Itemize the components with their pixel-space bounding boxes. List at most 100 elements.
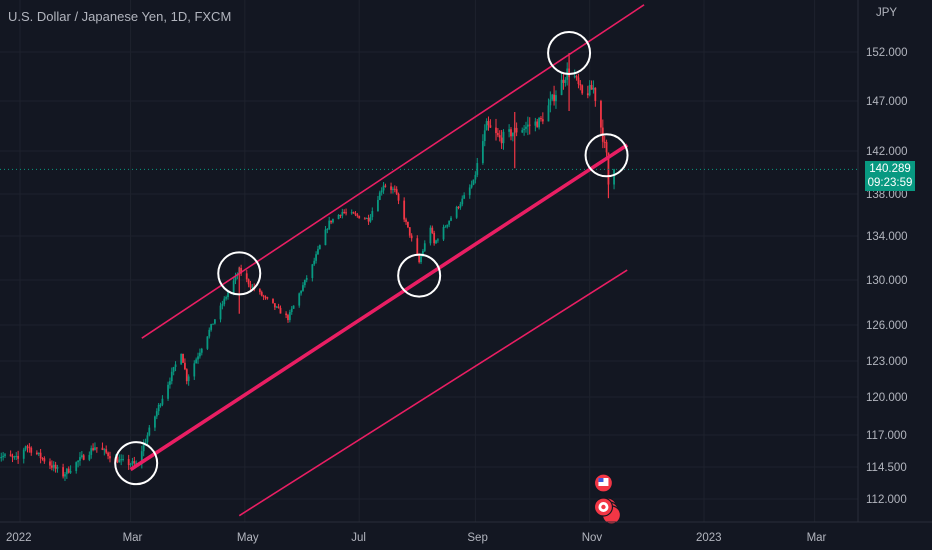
candle-body	[13, 456, 16, 458]
candle-body	[221, 304, 224, 306]
candle-body	[240, 267, 243, 274]
candle-body	[350, 212, 353, 214]
candle-body	[195, 359, 198, 364]
candle-body	[474, 174, 477, 180]
candle-body	[109, 456, 111, 459]
y-tick-label: 152.000	[866, 47, 908, 59]
candle-body	[118, 459, 121, 463]
x-tick-label: Sep	[467, 532, 487, 544]
candle-body	[422, 250, 424, 257]
candle-body	[562, 79, 565, 83]
candle-body	[536, 121, 539, 128]
candle-body	[35, 452, 38, 455]
candle-body	[408, 227, 411, 236]
candle-body	[444, 226, 447, 228]
candle-body	[551, 94, 554, 100]
candle-body	[92, 448, 94, 450]
candle-body	[206, 336, 209, 349]
candle-body	[212, 323, 214, 325]
candle-body	[213, 319, 216, 324]
highlight-circle	[397, 253, 442, 298]
candle-body	[380, 190, 383, 193]
candle-body	[279, 307, 282, 314]
candle-body	[541, 119, 544, 122]
candle-body	[148, 427, 151, 436]
candle-body	[555, 95, 557, 102]
last-price-badge[interactable]: 140.289 09:23:59	[865, 161, 915, 191]
candle-body	[581, 85, 584, 94]
candle-body	[184, 362, 186, 370]
candle-body	[393, 188, 396, 190]
event-markers[interactable]	[593, 473, 622, 525]
channel-lines[interactable]	[129, 4, 645, 517]
candle-body	[358, 215, 361, 219]
y-tick-label: 120.000	[866, 392, 908, 404]
candle-body	[9, 454, 12, 457]
candle-body	[24, 446, 27, 450]
y-tick-label: 142.000	[866, 146, 908, 158]
candle-body	[553, 94, 555, 102]
candle-body	[300, 290, 302, 294]
candle-body	[258, 289, 261, 293]
candle-body	[49, 461, 51, 466]
x-tick-label: 2023	[696, 532, 722, 544]
candle-body	[511, 132, 514, 137]
candle-body	[392, 188, 394, 190]
candle-body	[590, 85, 593, 90]
candle-body	[140, 451, 143, 463]
candle-body	[272, 298, 274, 304]
candle-body	[182, 353, 184, 363]
candle-body	[410, 235, 413, 239]
candle-body	[328, 220, 331, 230]
candle-body	[129, 464, 132, 466]
candle-body	[423, 243, 426, 251]
candle-body	[369, 217, 372, 222]
candle-body	[500, 137, 503, 144]
candle-body	[418, 255, 421, 263]
candle-body	[483, 130, 486, 142]
candle-body	[167, 384, 169, 399]
candle-body	[15, 455, 18, 457]
candle-body	[575, 76, 578, 78]
candle-body	[116, 457, 119, 463]
candle-body	[435, 240, 437, 244]
candle-body	[496, 133, 499, 136]
chart-title: U.S. Dollar / Japanese Yen, 1D, FXCM	[8, 9, 232, 24]
candle-body	[579, 84, 582, 86]
candle-body	[107, 452, 109, 457]
candle-body	[470, 184, 473, 188]
candle-body	[303, 279, 306, 286]
candle-body	[199, 352, 201, 357]
candle-body	[573, 76, 576, 78]
candle-body	[64, 474, 66, 477]
candle-body	[343, 212, 346, 214]
candle-body	[144, 442, 147, 445]
y-axis-unit: JPY	[876, 7, 898, 19]
candle-body	[502, 131, 505, 144]
candle-body	[122, 459, 124, 461]
candle-body	[266, 297, 269, 299]
candle-body	[75, 462, 78, 472]
candle-body	[234, 275, 237, 281]
candle-body	[489, 125, 492, 128]
candle-body	[390, 186, 392, 190]
y-tick-label: 114.500	[866, 462, 907, 474]
candle-body	[223, 298, 226, 305]
candle-body	[22, 449, 25, 459]
candle-body	[330, 220, 332, 223]
highlight-circle	[114, 441, 159, 486]
candle-body	[463, 195, 466, 199]
candle-body	[39, 452, 42, 459]
candle-body	[605, 142, 608, 153]
candle-body	[600, 100, 602, 128]
candle-body	[127, 459, 130, 465]
candle-body	[232, 280, 235, 293]
candle-body	[564, 79, 567, 83]
candle-body	[302, 285, 304, 291]
us-flag-canton	[598, 478, 604, 482]
candle-body	[28, 447, 31, 449]
candle-body	[603, 141, 606, 143]
